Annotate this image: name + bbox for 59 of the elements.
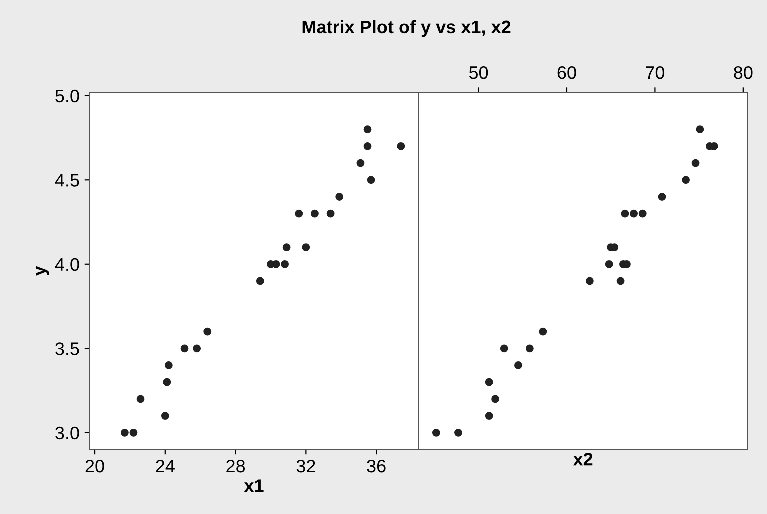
point — [302, 244, 310, 252]
point — [120, 428, 129, 437]
point — [539, 328, 548, 336]
point — [204, 328, 212, 336]
x-tick-label: 80 — [734, 66, 753, 80]
point — [256, 277, 264, 286]
x-tick-label: 20 — [86, 460, 104, 473]
y-tick-label: 3.0 — [56, 426, 80, 440]
point — [692, 159, 700, 168]
y-tick-label: 5.0 — [56, 90, 80, 103]
point — [638, 210, 647, 218]
point — [130, 428, 138, 437]
point — [163, 378, 172, 386]
point — [364, 142, 372, 150]
x-tick-label: 50 — [469, 66, 488, 80]
y-tick-label: 4.0 — [55, 258, 80, 272]
x-tick-label: 24 — [156, 460, 175, 473]
point — [432, 428, 440, 437]
point — [514, 362, 522, 370]
point — [616, 277, 625, 286]
point — [500, 344, 508, 353]
point — [586, 277, 594, 286]
point — [605, 260, 614, 268]
y-tick-label: 4.5 — [55, 174, 80, 187]
point — [621, 210, 630, 218]
point — [356, 159, 365, 168]
point — [397, 142, 406, 150]
point — [336, 193, 344, 201]
x-tick-label: 28 — [226, 460, 246, 473]
point — [630, 210, 638, 218]
point — [311, 210, 319, 218]
x-axis-title: x2 — [573, 453, 593, 466]
point — [136, 395, 145, 404]
point — [682, 176, 690, 184]
x-axis-title: x1 — [244, 480, 264, 492]
point — [161, 412, 170, 420]
point — [164, 362, 173, 370]
y-axis-title: y — [36, 266, 50, 276]
point — [364, 126, 372, 134]
point — [492, 395, 500, 404]
point — [180, 344, 189, 353]
x-tick-label: 70 — [646, 66, 665, 80]
point — [526, 344, 534, 353]
point — [485, 378, 494, 386]
point — [485, 412, 494, 420]
y-tick-label: 3.5 — [56, 342, 80, 356]
x-tick-label: 60 — [558, 66, 576, 80]
chart-title: Matrix Plot of y vs x1, x2 — [302, 20, 511, 38]
x-tick-label: 36 — [367, 460, 386, 473]
point — [696, 126, 704, 134]
x-tick-label: 32 — [296, 460, 316, 473]
point — [454, 428, 462, 437]
point — [281, 260, 290, 268]
point — [326, 210, 335, 218]
point — [282, 244, 291, 252]
point — [193, 344, 202, 353]
point — [367, 176, 376, 184]
point — [658, 193, 666, 201]
point — [295, 210, 304, 218]
